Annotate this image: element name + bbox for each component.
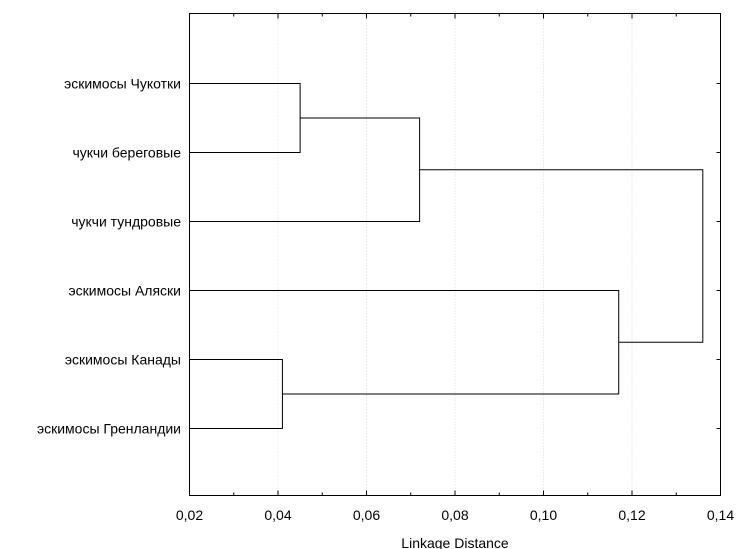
leaf-labels: эскимосы Чукотки чукчи береговые чукчи тун… [37, 76, 181, 437]
x-tick-label: 0,06 [353, 507, 380, 523]
x-tick-label: 0,02 [176, 507, 203, 523]
x-tick-label: 0,04 [264, 507, 291, 523]
leaf-label: эскимосы Аляски [69, 283, 182, 299]
grid-lines [277, 13, 633, 496]
leaf-label: чукчи тундровые [71, 214, 181, 230]
x-tick-label: 0,14 [707, 507, 734, 523]
leaf-label: эскимосы Канады [65, 352, 181, 368]
x-tick-label: 0,10 [530, 507, 557, 523]
dendrogram-link [189, 83, 301, 153]
dendrogram-link [189, 117, 421, 222]
x-axis-label: Linkage Distance [401, 535, 509, 549]
dendrogram-link [189, 290, 620, 395]
x-tick-labels: 0,02 0,04 0,06 0,08 0,10 0,12 0,14 [176, 507, 734, 523]
leaf-label: эскимосы Гренландии [37, 421, 181, 437]
dendrogram-links [189, 83, 704, 429]
x-tick-label: 0,12 [618, 507, 645, 523]
leaf-label: эскимосы Чукотки [64, 76, 181, 92]
x-tick-label: 0,08 [441, 507, 468, 523]
dendrogram-link [189, 359, 283, 429]
leaf-label: чукчи береговые [72, 145, 181, 161]
dendrogram-link [419, 169, 704, 343]
